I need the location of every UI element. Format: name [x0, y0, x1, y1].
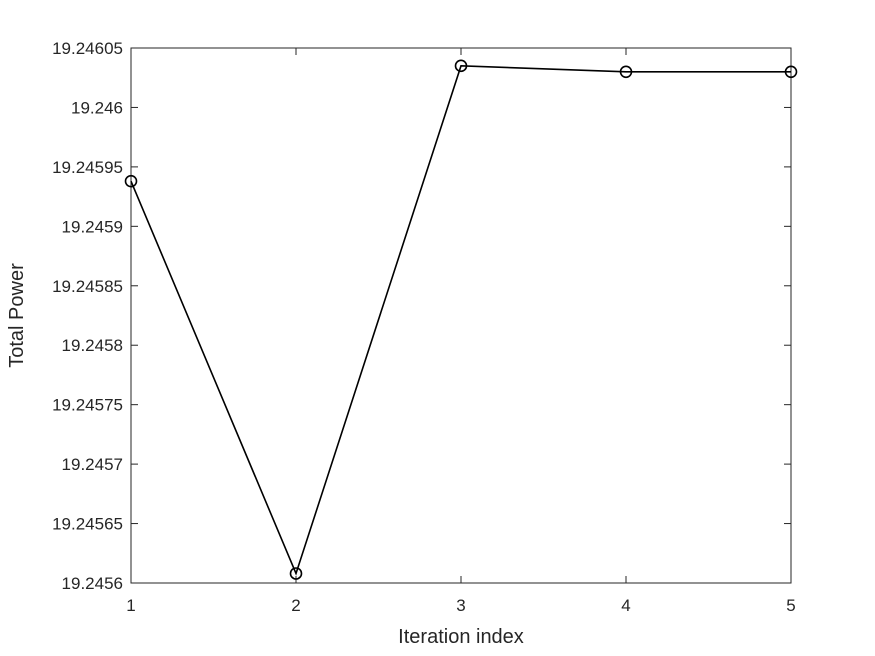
x-tick-label: 2	[291, 596, 300, 615]
data-point	[454, 59, 468, 73]
series-line	[130, 65, 791, 576]
x-axis-ticks: 1 2 3 4 5	[126, 48, 796, 615]
series-layer	[124, 59, 798, 580]
x-tick-label: 3	[456, 596, 465, 615]
data-point	[619, 65, 633, 79]
y-axis-label: Total Power	[6, 263, 28, 368]
y-tick-label: 19.246	[71, 98, 123, 117]
y-axis-ticks: 19.2456 19.24565 19.2457 19.24575 19.2458 19.…	[52, 39, 791, 593]
y-tick-label: 19.2456	[62, 574, 123, 593]
y-tick-label: 19.2457	[62, 455, 123, 474]
y-tick-label: 19.24575	[52, 396, 123, 415]
x-axis-label: Iteration index	[398, 626, 524, 648]
data-point	[124, 174, 138, 188]
y-tick-label: 19.2458	[62, 336, 123, 355]
axes-box	[130, 47, 792, 584]
y-tick-label: 19.24595	[52, 158, 123, 177]
data-point	[784, 65, 798, 79]
y-tick-label: 19.24605	[52, 39, 123, 58]
x-tick-label: 1	[126, 596, 135, 615]
x-tick-label: 4	[621, 596, 630, 615]
y-tick-label: 19.24585	[52, 277, 123, 296]
y-tick-label: 19.2459	[62, 217, 123, 236]
data-point	[289, 567, 303, 580]
x-tick-label: 5	[786, 596, 795, 615]
y-tick-label: 19.24565	[52, 515, 123, 534]
